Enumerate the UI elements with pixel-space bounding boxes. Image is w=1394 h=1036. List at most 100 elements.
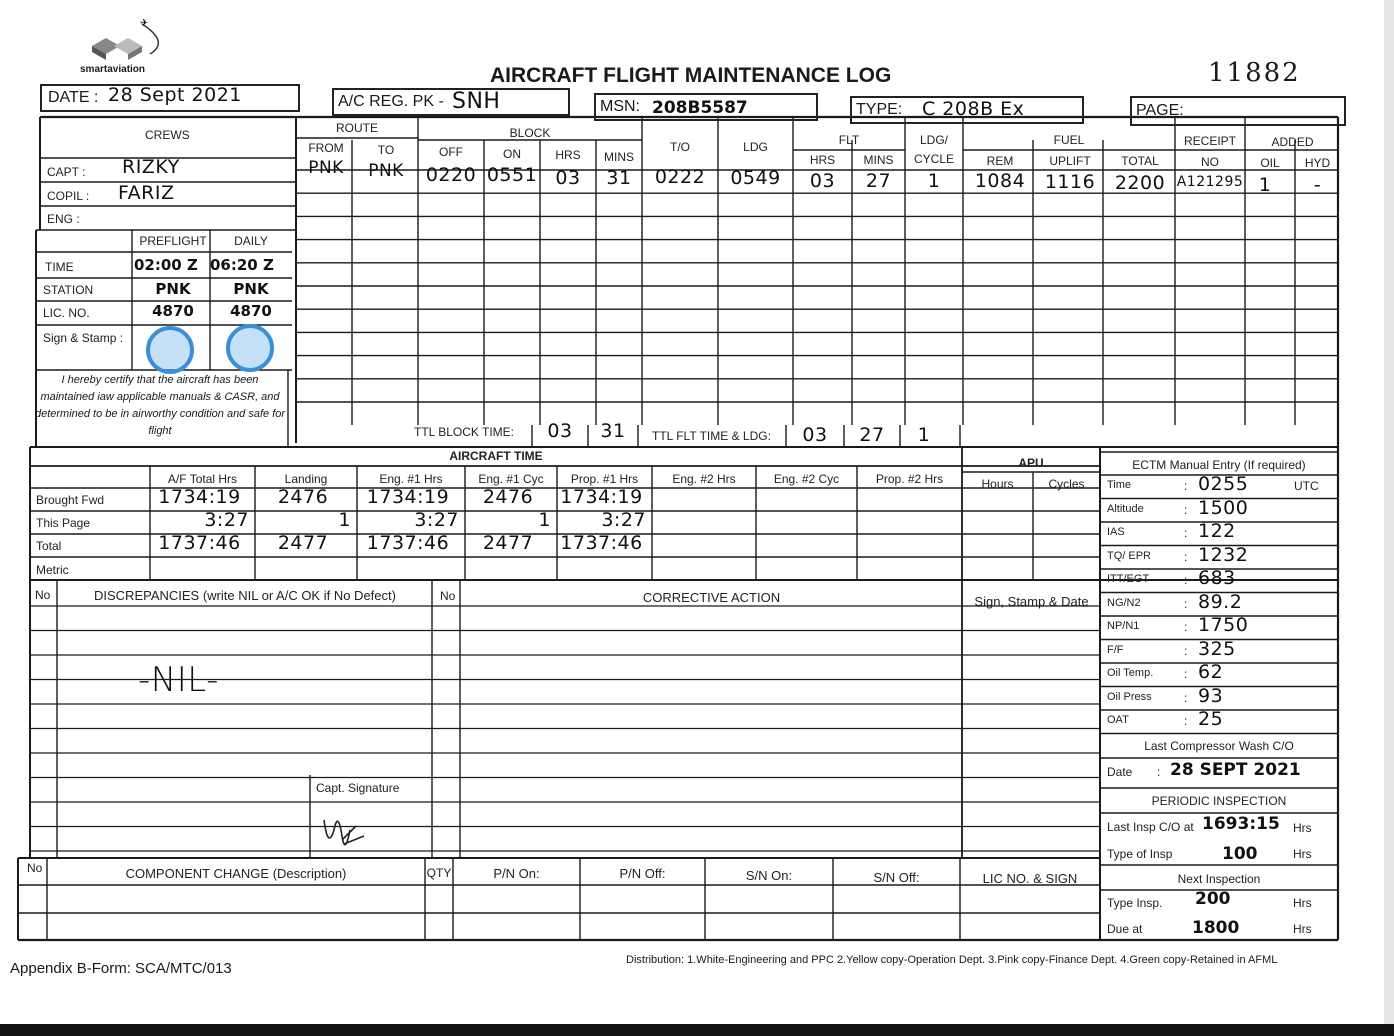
capt-label: CAPT : xyxy=(47,165,86,179)
copil-value: FARIZ xyxy=(118,182,175,204)
aircraft-time-cell: 1734:19 xyxy=(366,486,450,508)
ectm-label: Oil Press xyxy=(1107,690,1152,703)
stamp-preflight xyxy=(146,326,194,374)
msn-value: 208B5587 xyxy=(652,98,748,118)
ectm-label: Oil Temp. xyxy=(1107,667,1154,679)
type-label: TYPE: xyxy=(856,101,903,118)
cell-off: 0220 xyxy=(425,164,477,186)
lic-label: LIC. NO. xyxy=(43,306,90,320)
cell-mins: 31 xyxy=(606,167,632,189)
cell-uplift: 1116 xyxy=(1044,171,1096,193)
cell-oil: 1 xyxy=(1258,174,1272,196)
capt-value: RIZKY xyxy=(122,156,180,178)
lic-daily: 4870 xyxy=(230,302,272,320)
capt-signature-icon xyxy=(323,819,365,846)
reg-field[interactable]: A/C REG. PK - SNH xyxy=(332,88,570,116)
cell-hrs: 03 xyxy=(555,167,581,189)
cell-total: 2200 xyxy=(1114,172,1166,194)
ectm-colon: : xyxy=(1184,502,1188,517)
aircraft-time-cell: 1737:46 xyxy=(158,532,241,554)
aircraft-time-cell: 2477 xyxy=(482,532,534,554)
cell-rem: 1084 xyxy=(974,170,1026,192)
reg-value: SNH xyxy=(452,89,501,114)
flt-hrs-header: HRS xyxy=(809,153,836,167)
ectm-label: TQ/ EPR xyxy=(1107,549,1152,562)
ectm-value: 89.2 xyxy=(1198,590,1243,613)
lic-preflight: 4870 xyxy=(152,302,194,320)
ttl-block-mins: 31 xyxy=(600,420,626,442)
ectm-colon: : xyxy=(1184,549,1188,564)
next-type-unit: Hrs xyxy=(1293,896,1312,910)
due-at-unit: Hrs xyxy=(1293,922,1312,936)
aircraft-time-cell: 3:27 xyxy=(601,509,646,531)
date-field[interactable]: DATE : 28 Sept 2021 xyxy=(40,84,300,112)
aircraft-time-cell: 1 xyxy=(538,509,551,531)
date-label: DATE : xyxy=(48,89,99,106)
eng-label: ENG : xyxy=(47,212,80,226)
cell-to: PNK xyxy=(368,161,404,181)
station-preflight: PNK xyxy=(155,280,191,298)
total-header: TOTAL xyxy=(1121,154,1159,168)
receipt-no-header: NO xyxy=(1201,155,1219,169)
type-field[interactable]: TYPE: C 208B Ex xyxy=(850,96,1084,124)
aircraft-time-cell: 2476 xyxy=(277,486,329,508)
aircraft-time-row-label: Metric xyxy=(36,563,69,577)
flt-header: FLT xyxy=(838,133,860,147)
logo-icon: ✈ xyxy=(92,18,159,60)
cell-hyd: - xyxy=(1313,174,1322,196)
corrective-no-header: No xyxy=(440,589,456,603)
aircraft-time-cell: 2477 xyxy=(277,532,329,554)
from-header: FROM xyxy=(308,141,344,155)
due-at-label: Due at xyxy=(1107,922,1143,936)
discrepancy-entry: -NIL- xyxy=(138,660,219,700)
last-insp-unit: Hrs xyxy=(1293,821,1312,835)
component-change-header: COMPONENT CHANGE (Description) xyxy=(125,866,347,881)
route-header: ROUTE xyxy=(336,121,378,135)
wash-date-value: 28 SEPT 2021 xyxy=(1170,760,1301,780)
daily-header: DAILY xyxy=(234,234,268,248)
aircraft-time-cell: 1737:46 xyxy=(560,532,643,554)
qty-header: QTY xyxy=(426,866,452,880)
ectm-unit: UTC xyxy=(1294,479,1319,493)
aircraft-time-cell: 3:27 xyxy=(204,509,249,531)
off-header: OFF xyxy=(439,145,463,159)
ectm-colon: : xyxy=(1184,643,1188,658)
aircraft-time-cell: 1 xyxy=(338,509,351,531)
apu-header: APU xyxy=(1018,456,1044,470)
crews-title: CREWS xyxy=(145,128,190,142)
ectm-colon: : xyxy=(1184,479,1188,493)
stamp-daily xyxy=(226,324,274,372)
ttl-ldg: 1 xyxy=(917,424,931,446)
apu-hours-header: Hours xyxy=(981,477,1014,491)
ectm-colon: : xyxy=(1184,526,1188,540)
ttl-block-hrs: 03 xyxy=(547,420,573,442)
time-daily: 06:20 Z xyxy=(210,256,274,274)
discrepancy-no-header: No xyxy=(35,588,51,602)
msn-field[interactable]: MSN: 208B5587 xyxy=(594,93,818,121)
added-header: ADDED xyxy=(1271,135,1314,149)
ectm-value: 25 xyxy=(1198,708,1224,730)
page-field[interactable]: PAGE: xyxy=(1130,96,1346,126)
ttl-flt-mins: 27 xyxy=(859,424,885,446)
aircraft-time-col-header: Eng. #1 Cyc xyxy=(478,472,544,486)
ectm-value: 0255 xyxy=(1198,473,1249,495)
ectm-label: Altitude xyxy=(1107,502,1144,515)
receipt-header: RECEIPT xyxy=(1183,134,1236,148)
discrepancies-header: DISCREPANCIES (write NIL or A/C OK if No… xyxy=(94,588,396,603)
type-insp-value: 100 xyxy=(1222,844,1258,864)
ectm-value: 325 xyxy=(1198,637,1236,660)
page-label: PAGE: xyxy=(1136,102,1184,119)
copil-label: COPIL : xyxy=(47,189,90,203)
ttl-block-label: TTL BLOCK TIME: xyxy=(414,425,515,439)
aircraft-time-col-header: Prop. #2 Hrs xyxy=(875,472,944,486)
oil-header: OIL xyxy=(1260,156,1280,170)
apu-cycles-header: Cycles xyxy=(1048,477,1085,491)
aircraft-time-cell: 2476 xyxy=(482,486,534,508)
wash-date-colon: : xyxy=(1157,765,1161,779)
certification-text: I hereby certify that the aircraft has b… xyxy=(34,374,286,437)
on-header: ON xyxy=(503,147,521,161)
cell-flt-hrs: 03 xyxy=(809,170,836,192)
reg-label: A/C REG. PK - xyxy=(338,93,444,110)
ectm-value: 1750 xyxy=(1198,614,1249,636)
next-inspection-header: Next Inspection xyxy=(1177,872,1261,886)
